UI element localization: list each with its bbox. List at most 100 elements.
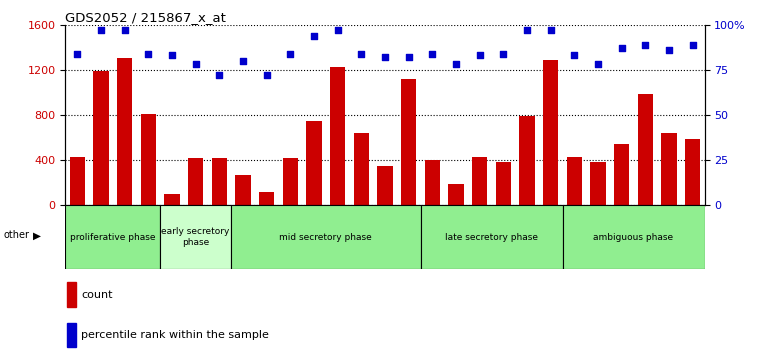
Bar: [397, 205, 420, 269]
Point: [379, 55, 391, 60]
Bar: [539, 205, 563, 269]
Bar: [515, 205, 539, 269]
Text: GSM109832: GSM109832: [641, 209, 650, 257]
Point: [142, 51, 155, 57]
Bar: [634, 205, 658, 269]
Text: GSM109835: GSM109835: [451, 209, 460, 257]
Text: ambiguous phase: ambiguous phase: [594, 233, 674, 242]
Bar: [491, 205, 515, 269]
Point: [687, 42, 699, 47]
Bar: [231, 205, 255, 269]
Text: GSM109821: GSM109821: [191, 209, 200, 257]
Bar: [279, 205, 302, 269]
Point: [189, 62, 202, 67]
Bar: [610, 205, 634, 269]
Text: GDS2052 / 215867_x_at: GDS2052 / 215867_x_at: [65, 11, 226, 24]
Bar: [160, 205, 231, 269]
Point: [474, 53, 486, 58]
Bar: [65, 205, 89, 269]
Text: late secretory phase: late secretory phase: [445, 233, 538, 242]
Bar: [306, 121, 322, 205]
Bar: [563, 205, 586, 269]
Text: GSM109825: GSM109825: [262, 209, 271, 257]
Text: GSM109815: GSM109815: [96, 209, 105, 257]
Bar: [283, 158, 298, 205]
Bar: [164, 194, 179, 205]
Bar: [614, 144, 629, 205]
Bar: [638, 93, 653, 205]
Bar: [353, 133, 369, 205]
Bar: [468, 205, 491, 269]
Point: [450, 62, 462, 67]
Bar: [207, 205, 231, 269]
Text: GSM109824: GSM109824: [239, 209, 247, 257]
Bar: [567, 157, 582, 205]
Point: [237, 58, 249, 64]
Text: GSM109831: GSM109831: [404, 209, 413, 257]
Point: [119, 27, 131, 33]
Text: other: other: [4, 230, 30, 240]
Text: GSM109827: GSM109827: [310, 209, 319, 257]
Bar: [661, 133, 677, 205]
Text: GSM109840: GSM109840: [688, 209, 697, 257]
Text: GSM109828: GSM109828: [333, 209, 342, 257]
Text: GSM109839: GSM109839: [546, 209, 555, 257]
Point: [332, 27, 344, 33]
Point: [260, 73, 273, 78]
Point: [403, 55, 415, 60]
Bar: [496, 162, 511, 205]
Point: [639, 42, 651, 47]
Point: [497, 51, 510, 57]
Bar: [93, 71, 109, 205]
Bar: [563, 205, 705, 269]
Bar: [112, 205, 136, 269]
Bar: [543, 60, 558, 205]
Text: GSM109833: GSM109833: [665, 209, 674, 257]
Bar: [136, 205, 160, 269]
Bar: [117, 57, 132, 205]
Text: GSM109817: GSM109817: [144, 209, 152, 257]
Text: ▶: ▶: [33, 230, 41, 240]
Bar: [401, 79, 417, 205]
Bar: [65, 205, 160, 269]
Point: [426, 51, 438, 57]
Text: GSM109822: GSM109822: [215, 209, 224, 257]
Point: [166, 53, 178, 58]
Bar: [472, 157, 487, 205]
Text: early secretory
phase: early secretory phase: [162, 228, 229, 247]
Bar: [67, 282, 76, 307]
Text: GSM109829: GSM109829: [357, 209, 366, 257]
Point: [521, 27, 533, 33]
Bar: [212, 159, 227, 205]
Bar: [326, 205, 350, 269]
Bar: [302, 205, 326, 269]
Point: [71, 51, 83, 57]
Bar: [444, 205, 468, 269]
Text: GSM109826: GSM109826: [286, 209, 295, 257]
Bar: [236, 175, 251, 205]
Point: [568, 53, 581, 58]
Text: GSM109820: GSM109820: [167, 209, 176, 257]
Bar: [424, 160, 440, 205]
Bar: [685, 139, 701, 205]
Bar: [658, 205, 681, 269]
Bar: [373, 205, 397, 269]
Point: [544, 27, 557, 33]
Text: mid secretory phase: mid secretory phase: [280, 233, 372, 242]
Text: percentile rank within the sample: percentile rank within the sample: [82, 330, 270, 340]
Text: GSM109823: GSM109823: [618, 209, 626, 257]
Point: [213, 73, 226, 78]
Bar: [330, 67, 346, 205]
Bar: [259, 192, 274, 205]
Bar: [586, 205, 610, 269]
Bar: [69, 157, 85, 205]
Bar: [420, 205, 444, 269]
Bar: [255, 205, 279, 269]
Text: GSM109834: GSM109834: [428, 209, 437, 257]
Bar: [89, 205, 112, 269]
Bar: [231, 205, 420, 269]
Text: GSM109830: GSM109830: [380, 209, 390, 257]
Text: GSM109838: GSM109838: [523, 209, 531, 257]
Point: [284, 51, 296, 57]
Point: [95, 27, 107, 33]
